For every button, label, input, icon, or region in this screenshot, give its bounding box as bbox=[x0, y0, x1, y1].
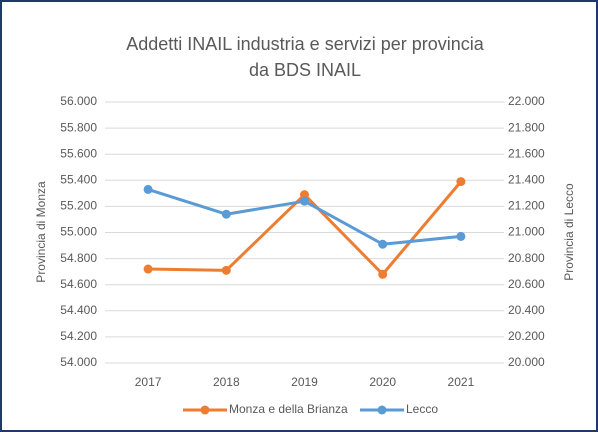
y2-tick-label: 21.800 bbox=[508, 120, 545, 134]
y2-tick-label: 21.400 bbox=[508, 172, 545, 186]
y-tick-label: 54.200 bbox=[60, 329, 97, 343]
y2-tick-label: 21.200 bbox=[508, 199, 545, 213]
data-point bbox=[143, 184, 153, 194]
y-tick-label: 55.400 bbox=[60, 172, 97, 186]
data-point bbox=[300, 196, 309, 206]
data-point bbox=[378, 239, 388, 249]
data-point bbox=[221, 265, 231, 275]
data-point bbox=[143, 264, 153, 274]
x-tick-label: 2017 bbox=[135, 375, 162, 389]
data-point bbox=[378, 269, 388, 279]
y2-tick-label: 22.000 bbox=[508, 94, 545, 108]
y2-axis-title: Provincia di Lecco bbox=[562, 183, 576, 281]
x-tick-label: 2018 bbox=[213, 375, 240, 389]
legend-marker bbox=[200, 405, 210, 415]
legend-marker bbox=[377, 405, 387, 415]
y2-tick-label: 21.600 bbox=[508, 146, 545, 160]
y-tick-label: 54.000 bbox=[60, 355, 97, 369]
x-tick-label: 2020 bbox=[369, 375, 396, 389]
y-tick-label: 54.800 bbox=[60, 251, 97, 265]
y-tick-label: 55.600 bbox=[60, 146, 97, 160]
y-tick-label: 54.400 bbox=[60, 303, 97, 317]
y2-tick-label: 20.400 bbox=[508, 303, 545, 317]
y-tick-label: 56.000 bbox=[60, 94, 97, 108]
y-tick-label: 54.600 bbox=[60, 277, 97, 291]
data-point bbox=[300, 190, 309, 200]
data-point bbox=[456, 177, 466, 187]
data-point bbox=[456, 231, 466, 241]
y-tick-label: 55.800 bbox=[60, 120, 97, 134]
chart-title: da BDS INAIL bbox=[249, 60, 361, 80]
data-point bbox=[221, 209, 231, 219]
y2-tick-label: 20.800 bbox=[508, 251, 545, 265]
y-axis-title: Provincia di Monza bbox=[34, 181, 48, 283]
x-tick-label: 2021 bbox=[448, 375, 475, 389]
y2-tick-label: 20.200 bbox=[508, 329, 545, 343]
y-tick-label: 55.200 bbox=[60, 199, 97, 213]
chart-title: Addetti INAIL industria e servizi per pr… bbox=[126, 34, 484, 54]
y2-tick-label: 21.000 bbox=[508, 225, 545, 239]
y2-tick-label: 20.000 bbox=[508, 355, 545, 369]
y-tick-label: 55.000 bbox=[60, 225, 97, 239]
legend-label: Lecco bbox=[406, 402, 438, 416]
x-tick-label: 2019 bbox=[291, 375, 318, 389]
y2-tick-label: 20.600 bbox=[508, 277, 545, 291]
legend-label: Monza e della Brianza bbox=[229, 402, 348, 416]
